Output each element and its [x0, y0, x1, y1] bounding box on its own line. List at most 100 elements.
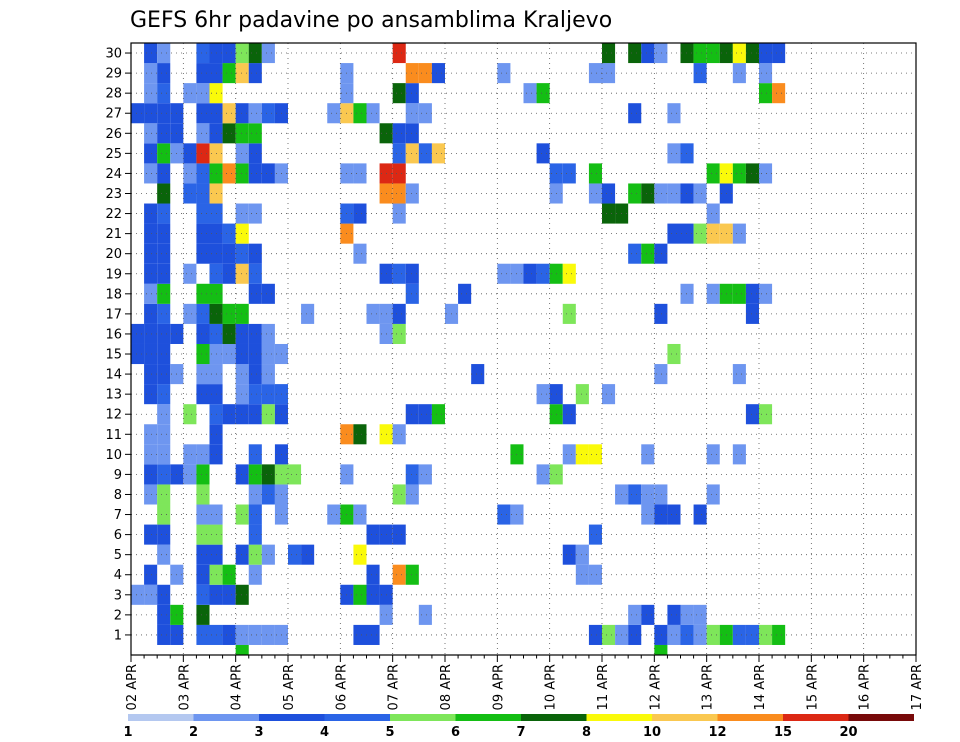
heatmap-cell	[667, 223, 681, 244]
heatmap-cell	[157, 364, 171, 385]
heatmap-cell	[588, 624, 602, 645]
legend-swatch	[848, 714, 914, 721]
x-tick-label: 03 APR	[177, 664, 192, 710]
heatmap-cell	[392, 123, 406, 144]
heatmap-cell	[183, 263, 197, 284]
heatmap-cell	[667, 504, 681, 525]
y-tick-label: 18	[105, 287, 122, 302]
heatmap-cell	[392, 424, 406, 445]
heatmap-cell	[222, 63, 236, 84]
heatmap-cell	[693, 223, 707, 244]
heatmap-cell	[196, 624, 210, 645]
heatmap-cell	[248, 404, 262, 425]
heatmap-cell	[248, 163, 262, 184]
heatmap-cell	[144, 464, 158, 485]
heatmap-cell	[732, 444, 746, 465]
heatmap-cell	[405, 404, 419, 425]
heatmap-cell	[667, 103, 681, 124]
legend-label: 4	[320, 725, 329, 740]
heatmap-cell	[248, 364, 262, 385]
heatmap-cell	[588, 524, 602, 545]
y-tick-label: 9	[114, 468, 122, 483]
heatmap-cell	[235, 343, 249, 365]
heatmap-cell	[183, 404, 197, 425]
heatmap-cell	[693, 624, 707, 645]
heatmap-cell	[745, 404, 759, 425]
heatmap-cell	[222, 243, 236, 264]
heatmap-cell	[157, 263, 171, 284]
heatmap-cell	[248, 43, 262, 64]
heatmap-cell	[196, 524, 210, 545]
heatmap-cell	[157, 223, 171, 244]
heatmap-cell	[745, 43, 759, 64]
heatmap-cell	[235, 384, 249, 405]
heatmap-cell	[235, 203, 249, 224]
heatmap-cell	[157, 183, 171, 204]
heatmap-cell	[248, 123, 262, 144]
heatmap-cell	[222, 564, 236, 585]
y-tick-label: 14	[105, 368, 122, 383]
heatmap-cell	[654, 644, 668, 655]
heatmap-cell	[693, 504, 707, 525]
heatmap-cell	[392, 203, 406, 224]
heatmap-cell	[144, 43, 158, 64]
heatmap-cell	[248, 283, 262, 304]
heatmap-cell	[641, 243, 655, 264]
heatmap-cell	[706, 163, 720, 184]
heatmap-cell	[353, 203, 367, 224]
x-tick-label: 08 APR	[439, 664, 454, 710]
heatmap-cell	[157, 343, 171, 365]
heatmap-cell	[497, 263, 511, 284]
x-tick-label: 15 APR	[805, 664, 820, 710]
x-tick-label: 11 APR	[596, 664, 611, 710]
heatmap-cell	[431, 143, 445, 164]
legend-label: 3	[254, 725, 263, 740]
heatmap-cell	[405, 464, 419, 485]
x-tick-label: 05 APR	[282, 664, 297, 710]
heatmap-cell	[628, 624, 642, 645]
heatmap-cell	[732, 63, 746, 84]
y-tick-label: 26	[105, 127, 122, 142]
heatmap-cell	[222, 624, 236, 645]
heatmap-cell	[536, 464, 550, 485]
y-tick-label: 11	[105, 428, 122, 443]
heatmap-cell	[353, 424, 367, 445]
heatmap-cell	[157, 63, 171, 84]
heatmap-cell	[706, 283, 720, 304]
heatmap-cell	[261, 163, 275, 184]
heatmap-cell	[235, 123, 249, 144]
heatmap-cell	[418, 143, 432, 164]
heatmap-cell	[183, 464, 197, 485]
heatmap-cell	[366, 564, 380, 585]
heatmap-cell	[144, 424, 158, 445]
heatmap-cell	[732, 624, 746, 645]
legend-label: 15	[774, 725, 792, 740]
heatmap-cell	[288, 464, 302, 485]
heatmap-cell	[732, 223, 746, 244]
y-tick-label: 25	[105, 147, 122, 162]
heatmap-cell	[327, 103, 341, 124]
y-tick-label: 24	[105, 167, 122, 182]
y-tick-label: 22	[105, 207, 122, 222]
heatmap-cell	[144, 484, 158, 505]
heatmap-cell	[144, 143, 158, 164]
heatmap-cell	[327, 504, 341, 525]
heatmap-cell	[405, 263, 419, 284]
heatmap-cell	[680, 283, 694, 304]
heatmap-cell	[471, 364, 485, 385]
heatmap-cell	[745, 303, 759, 324]
heatmap-cell	[144, 384, 158, 405]
heatmap-cell	[157, 484, 171, 505]
heatmap-cell	[248, 504, 262, 525]
heatmap-cell	[392, 83, 406, 104]
heatmap-cell	[353, 544, 367, 565]
heatmap-cell	[418, 604, 432, 625]
heatmap-cell	[759, 624, 773, 645]
heatmap-cell	[196, 464, 210, 485]
heatmap-cell	[235, 223, 249, 244]
heatmap-cell	[235, 584, 249, 605]
y-tick-label: 30	[105, 47, 122, 62]
heatmap-cell	[667, 624, 681, 645]
heatmap-cell	[261, 484, 275, 505]
heatmap-cell	[680, 183, 694, 204]
